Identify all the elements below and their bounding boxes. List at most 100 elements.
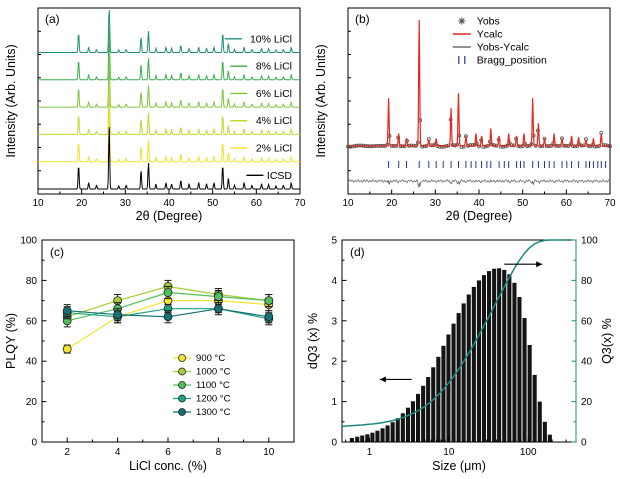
trace-label-2-licl: 2% LiCl (256, 143, 292, 155)
svg-text:10: 10 (263, 447, 275, 458)
svg-text:100: 100 (520, 447, 537, 458)
panel-b-chart: 10 20 30 40 50 60 70 2θ (Degree) Intensity (Arb.… (314, 7, 616, 223)
trace-label-4-licl: 4% LiCl (256, 115, 292, 127)
psd-bar (426, 377, 431, 442)
legend-label: 1100 °C (196, 380, 230, 391)
psd-bar (522, 318, 527, 442)
x-tick-label: 40 (163, 198, 175, 209)
x-tick-label: 20 (386, 198, 398, 209)
psd-bar (446, 334, 451, 442)
psd-bar (375, 430, 380, 442)
panel-label-d: (d) (350, 245, 365, 259)
svg-text:1: 1 (331, 397, 337, 408)
psd-bar (461, 303, 466, 442)
legend-label: Yobs (477, 16, 500, 28)
plqy-series-900-c (62, 294, 274, 354)
psd-bar (502, 269, 507, 442)
psd-bar (537, 401, 542, 442)
psd-bar (390, 422, 395, 442)
psd-bar (471, 286, 476, 442)
svg-text:0: 0 (581, 438, 587, 449)
psd-bar (370, 432, 375, 442)
y-axis-label-left: dQ3 (x) % (306, 313, 320, 369)
y-axis-label: Intensity (Arb. Units) (314, 44, 328, 157)
psd-bar (476, 280, 481, 442)
panel-d-axes: 1 10 100 0 1 2 3 4 5 0 20 40 60 80 100 (331, 236, 598, 459)
x-tick-label: 30 (430, 198, 442, 209)
psd-bar (466, 294, 471, 442)
svg-text:0: 0 (331, 438, 337, 449)
x-tick-label: 10 (32, 198, 44, 209)
panel-label-b: (b) (355, 12, 370, 26)
psd-bar (431, 367, 436, 442)
psd-bar (400, 413, 405, 442)
svg-text:20: 20 (581, 397, 593, 408)
legend-label: 1300 °C (196, 407, 231, 418)
x-tick-label: 50 (207, 198, 219, 209)
plqy-series-1300-c (62, 304, 274, 324)
panel-b-axes: 10 20 30 40 50 60 70 2θ (Degree) Intensity (Arb.… (314, 7, 616, 223)
panel-a-chart: 10 20 30 40 50 60 70 2θ (Degree) Intensity (Arb.… (4, 7, 306, 223)
legend-label: Bragg_position (477, 55, 547, 67)
psd-bar (517, 297, 522, 442)
panel-d-chart: 1 10 100 0 1 2 3 4 5 0 20 40 60 80 100 Size (μm) dQ3 (x)… (306, 236, 614, 474)
legend-label: 1000 °C (196, 367, 231, 378)
svg-text:60: 60 (26, 316, 38, 327)
xrd-trace-6-licl (38, 55, 300, 108)
panel-c: 2 4 6 8 10 0 20 40 60 80 100 LiCl conc. (%) PLQY (%)… (4, 232, 304, 478)
svg-text:4: 4 (115, 447, 121, 458)
psd-bar (360, 435, 365, 442)
xrd-trace-4-licl (38, 83, 300, 135)
x-tick-label: 40 (473, 198, 485, 209)
ycalc-line (348, 19, 610, 147)
psd-bar (436, 356, 441, 442)
psd-bar (355, 436, 360, 442)
legend-label: Yobs-Ycalc (477, 42, 529, 54)
svg-text:20: 20 (26, 397, 38, 408)
panel-label-c: (c) (50, 245, 64, 259)
svg-text:2: 2 (64, 447, 70, 458)
psd-bar (497, 268, 502, 442)
arrowhead-icon (379, 376, 386, 383)
q3-cumulative-curve (341, 239, 567, 428)
trace-label-10-licl: 10% LiCl (250, 33, 292, 45)
legend-label: 900 °C (196, 353, 225, 364)
legend-label: 1200 °C (196, 394, 231, 405)
x-tick-label: 60 (561, 198, 573, 209)
psd-bar (416, 393, 421, 442)
psd-bar (365, 434, 370, 442)
arrowhead-icon (536, 261, 543, 268)
svg-text:4: 4 (331, 276, 337, 287)
psd-bar (487, 271, 492, 442)
bragg-ticks (388, 161, 607, 168)
x-tick-label: 60 (251, 198, 263, 209)
psd-bar (547, 434, 552, 442)
xrd-trace-10-licl (38, 9, 300, 53)
x-tick-label: 30 (120, 198, 132, 209)
x-axis-label: Size (μm) (432, 459, 486, 473)
x-axis-label: 2θ (Degree) (136, 209, 203, 223)
psd-bar (380, 428, 385, 442)
psd-bar (507, 274, 512, 442)
svg-text:80: 80 (26, 276, 38, 287)
svg-text:5: 5 (331, 236, 337, 247)
psd-bar (405, 407, 410, 442)
x-axis-label: LiCl conc. (%) (129, 459, 207, 473)
panel-b: 10 20 30 40 50 60 70 2θ (Degree) Intensity (Arb.… (314, 2, 618, 228)
svg-text:100: 100 (20, 236, 37, 247)
x-tick-label: 10 (342, 198, 354, 209)
psd-bar (456, 313, 461, 442)
trace-label-8-licl: 8% LiCl (256, 61, 292, 73)
panel-label-a: (a) (45, 12, 60, 26)
svg-text:100: 100 (581, 236, 598, 247)
yobs-points (346, 117, 612, 149)
trace-label-icsd: ICSD (267, 170, 293, 182)
y-axis-label-right: Q3(x) % (600, 318, 614, 364)
y-axis-label: Intensity (Arb. Units) (4, 44, 18, 157)
psd-bar (481, 275, 486, 442)
psd-bar (527, 345, 532, 442)
